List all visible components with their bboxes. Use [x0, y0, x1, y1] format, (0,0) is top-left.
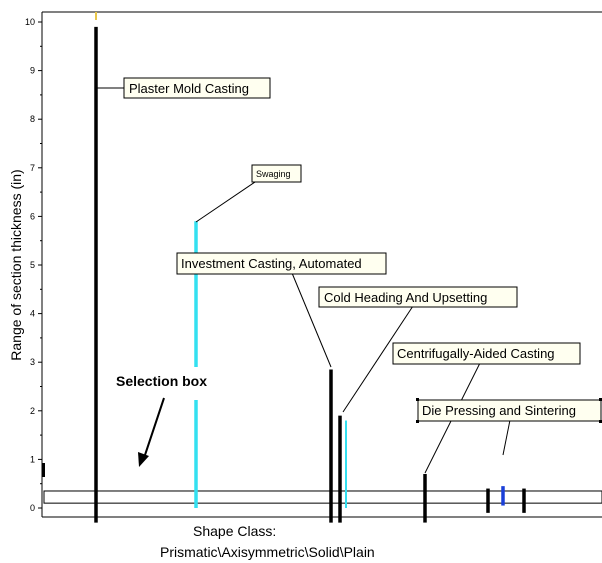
callout-die-pressing-handle-tl[interactable]: [416, 398, 419, 401]
y-tick-label-3: 3: [30, 357, 35, 367]
callout-plaster-box: [123, 77, 271, 99]
y-axis-title: Range of section thickness (in): [8, 169, 24, 360]
leader-investment: [291, 272, 332, 368]
selection-box-rect[interactable]: [43, 490, 602, 504]
leader-cold-heading: [342, 305, 414, 413]
shape-class-value: Prismatic\Axisymmetric\Solid\Plain: [160, 544, 375, 560]
callout-cold-heading[interactable]: Cold Heading And Upsetting: [318, 286, 518, 308]
y-tick-label-2: 2: [30, 406, 35, 416]
shape-class-title: Shape Class:: [193, 523, 276, 539]
y-tick-label-9: 9: [30, 66, 35, 76]
callout-swaging-label: Swaging: [256, 169, 291, 179]
callout-cold-heading-box: [318, 286, 518, 308]
selection-box-handle[interactable]: [42, 463, 45, 477]
callout-plaster[interactable]: Plaster Mold Casting: [123, 77, 271, 99]
callout-die-pressing-handle-tr[interactable]: [599, 398, 602, 401]
callout-investment-box: [176, 252, 387, 275]
callout-swaging[interactable]: Swaging: [251, 164, 302, 183]
callout-plaster-label: Plaster Mold Casting: [129, 81, 249, 96]
callout-centrifugal[interactable]: Centrifugally-Aided Casting: [392, 342, 581, 365]
y-tick-label-7: 7: [30, 163, 35, 173]
callout-die-pressing[interactable]: Die Pressing and Sintering: [416, 398, 602, 423]
y-tick-label-0: 0: [30, 503, 35, 513]
y-tick-label-8: 8: [30, 114, 35, 124]
selection-box-label: Selection box: [116, 373, 207, 389]
leader-swaging: [195, 179, 259, 223]
callout-swaging-box: [251, 164, 302, 183]
callout-die-pressing-box: [417, 399, 602, 422]
swaging-bar-gap: [193, 367, 199, 400]
selection-box[interactable]: [42, 463, 602, 504]
y-tick-label-10: 10: [25, 17, 35, 27]
y-tick-label-4: 4: [30, 309, 35, 319]
callout-die-pressing-handle-br[interactable]: [599, 420, 602, 423]
callout-investment-label: Investment Casting, Automated: [181, 256, 362, 271]
callout-investment[interactable]: Investment Casting, Automated: [176, 252, 387, 275]
callout-centrifugal-box: [392, 342, 581, 365]
callout-die-pressing-label: Die Pressing and Sintering: [422, 403, 576, 418]
selection-box-arrowhead: [138, 452, 149, 467]
y-tick-label-5: 5: [30, 260, 35, 270]
y-axis-ticks: 0 1 2 3 4 5 6 7 8 9 10: [25, 17, 42, 513]
callout-centrifugal-label: Centrifugally-Aided Casting: [397, 346, 555, 361]
y-tick-label-1: 1: [30, 454, 35, 464]
leader-die-pressing: [502, 419, 511, 456]
y-tick-label-6: 6: [30, 211, 35, 221]
callout-die-pressing-handle-bl[interactable]: [416, 420, 419, 423]
selection-box-arrow: [143, 397, 165, 459]
callout-cold-heading-label: Cold Heading And Upsetting: [324, 290, 487, 305]
